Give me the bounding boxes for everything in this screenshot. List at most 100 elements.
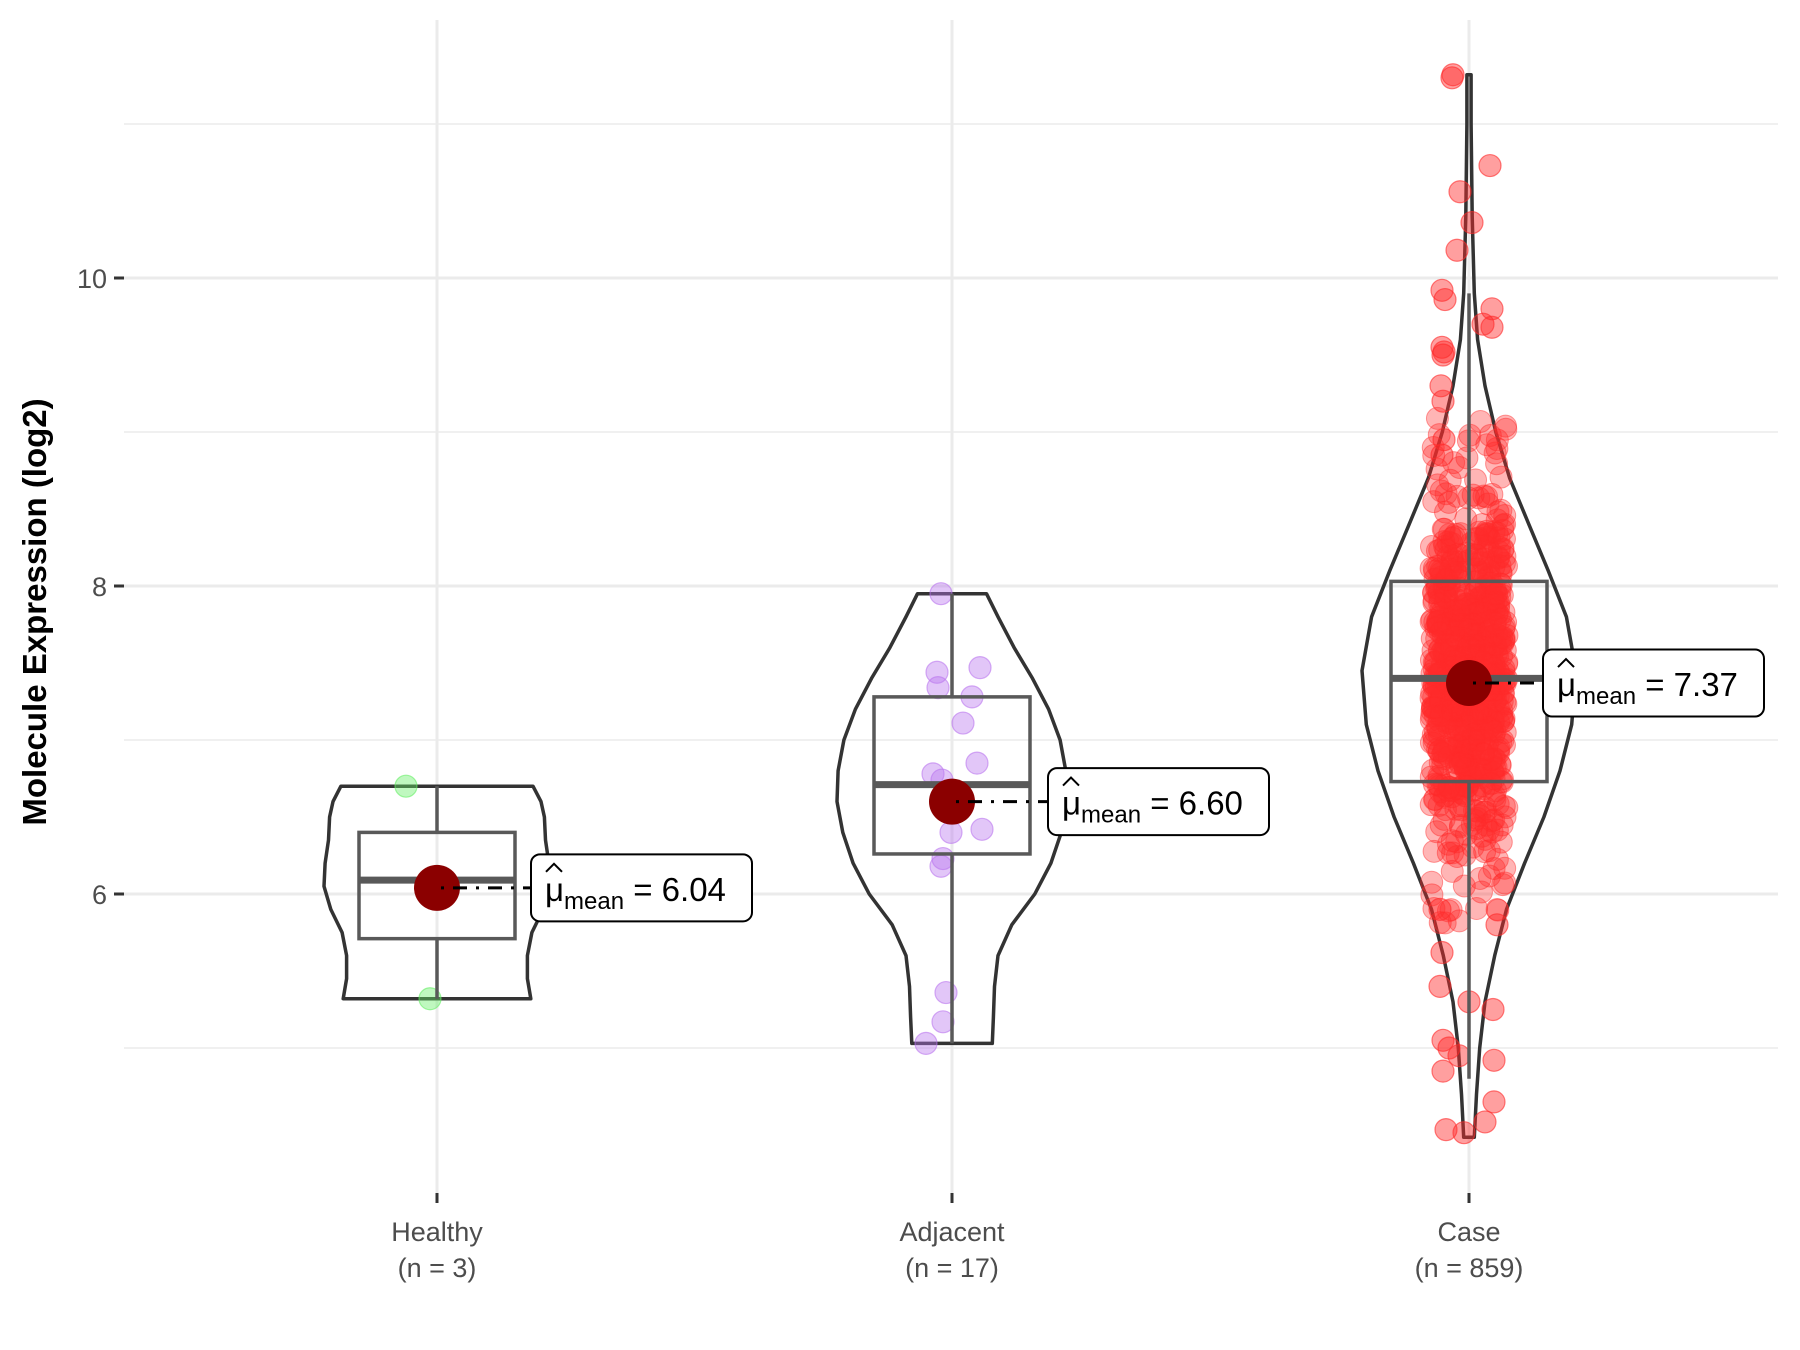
data-point <box>1478 423 1502 447</box>
data-point <box>1430 278 1454 302</box>
data-point <box>1491 681 1515 705</box>
data-point <box>1478 715 1502 739</box>
data-point <box>1431 752 1455 776</box>
data-point <box>1454 507 1478 531</box>
data-point <box>1437 716 1461 740</box>
data-point <box>1428 588 1452 612</box>
data-point <box>1490 767 1514 791</box>
data-point <box>1469 594 1493 618</box>
data-point <box>1429 703 1453 727</box>
data-point <box>1493 512 1517 536</box>
data-point <box>1472 634 1496 658</box>
data-point <box>1439 736 1463 760</box>
data-point <box>1461 727 1485 751</box>
data-point <box>1492 600 1516 624</box>
data-point <box>1479 541 1503 565</box>
data-point <box>1452 739 1476 763</box>
data-point <box>1446 614 1470 638</box>
data-point <box>1474 700 1498 724</box>
data-point <box>1480 747 1504 771</box>
data-point <box>1463 634 1487 658</box>
data-point <box>1481 623 1505 647</box>
data-point <box>1426 737 1450 761</box>
data-point <box>914 1031 938 1055</box>
data-point <box>1439 557 1463 581</box>
data-point <box>1488 752 1512 776</box>
data-point <box>1424 616 1448 640</box>
data-point <box>1492 629 1516 653</box>
data-point <box>1425 539 1449 563</box>
data-point <box>1492 527 1516 551</box>
data-point <box>1428 690 1452 714</box>
data-point <box>1419 535 1443 559</box>
data-point <box>1465 816 1489 840</box>
data-point <box>1442 703 1466 727</box>
data-point <box>1464 705 1488 729</box>
data-point <box>1427 709 1451 733</box>
data-point <box>1466 591 1490 615</box>
data-point <box>1493 638 1517 662</box>
data-point <box>1441 548 1465 572</box>
data-point <box>1453 588 1477 612</box>
data-point <box>1494 692 1518 716</box>
data-point <box>1419 686 1443 710</box>
data-point <box>1490 813 1514 837</box>
data-point <box>1437 699 1461 723</box>
data-point <box>1455 632 1479 656</box>
data-point <box>1426 717 1450 741</box>
data-point <box>1442 604 1466 628</box>
data-point <box>1474 600 1498 624</box>
data-point <box>1420 627 1444 651</box>
data-point <box>1471 741 1495 765</box>
data-point <box>1477 618 1501 642</box>
data-point <box>1466 526 1490 550</box>
data-point <box>1449 543 1473 567</box>
data-point <box>1433 616 1457 640</box>
data-point <box>1443 731 1467 755</box>
iqr-box <box>872 695 1032 856</box>
data-point <box>1464 601 1488 625</box>
data-point <box>1434 538 1458 562</box>
data-point <box>1491 873 1515 897</box>
data-point <box>1484 688 1508 712</box>
data-point <box>970 817 994 841</box>
data-point <box>1469 880 1493 904</box>
data-point <box>1483 578 1507 602</box>
data-point <box>1491 513 1515 537</box>
data-point <box>1472 584 1496 608</box>
data-point <box>1470 618 1494 642</box>
data-point <box>1432 739 1456 763</box>
data-point <box>1471 312 1495 336</box>
x-tick-n-label: (n = 17) <box>905 1253 999 1283</box>
data-point <box>1459 633 1483 657</box>
data-point <box>1482 856 1506 880</box>
mean-label-box <box>1047 767 1270 837</box>
data-point <box>1479 625 1503 649</box>
data-point <box>1437 490 1461 514</box>
data-point <box>1474 813 1498 837</box>
data-point <box>968 656 992 680</box>
data-point <box>1489 562 1513 586</box>
mean-subscript: mean <box>1081 802 1141 829</box>
data-point <box>1495 796 1519 820</box>
data-point <box>1473 827 1497 851</box>
data-point <box>1452 1121 1476 1145</box>
data-point <box>1483 690 1507 714</box>
data-point <box>1427 766 1451 790</box>
data-point <box>951 711 975 735</box>
data-point <box>1473 534 1497 558</box>
data-point <box>1493 720 1517 744</box>
data-point <box>1455 756 1479 780</box>
data-point <box>1473 725 1497 749</box>
data-point <box>1429 686 1453 710</box>
data-point <box>1489 632 1513 656</box>
data-point <box>1436 899 1460 923</box>
data-point <box>1419 793 1443 817</box>
data-point <box>1423 695 1447 719</box>
data-point <box>1444 716 1468 740</box>
data-point <box>1480 717 1504 741</box>
data-point <box>1433 287 1457 312</box>
data-point <box>1422 589 1446 613</box>
data-point <box>1480 315 1504 339</box>
data-point <box>929 582 953 606</box>
